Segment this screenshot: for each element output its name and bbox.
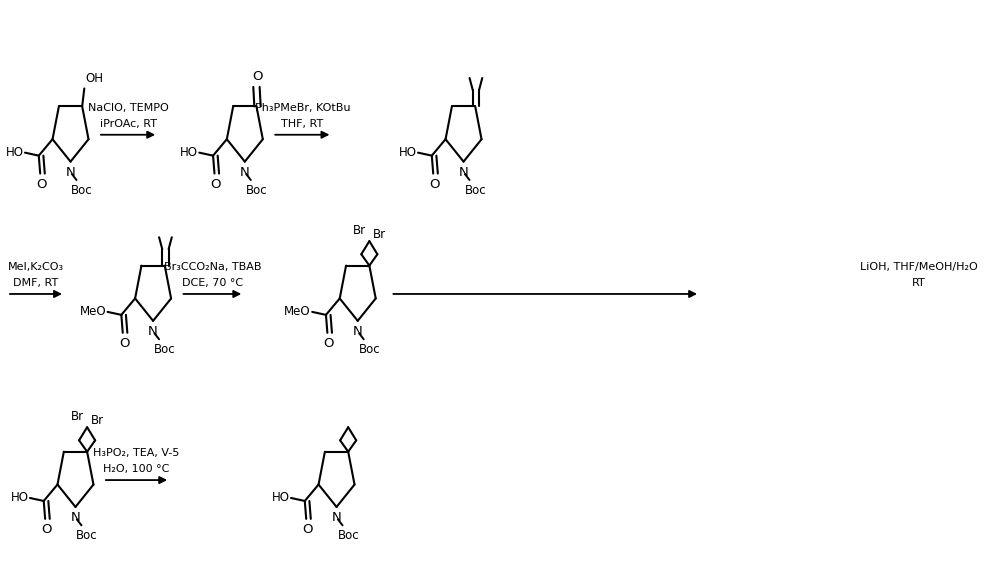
Text: N: N <box>459 165 468 179</box>
Text: Br: Br <box>373 228 386 241</box>
Text: MeI,K₂CO₃: MeI,K₂CO₃ <box>8 262 64 272</box>
Text: MeO: MeO <box>284 305 311 319</box>
Text: N: N <box>353 325 363 338</box>
Text: O: O <box>324 337 334 350</box>
Text: Ph₃PMeBr, KOtBu: Ph₃PMeBr, KOtBu <box>255 103 350 113</box>
Text: RT: RT <box>912 278 926 288</box>
Text: Boc: Boc <box>71 184 93 197</box>
Text: DCE, 70 °C: DCE, 70 °C <box>182 278 243 288</box>
Text: Boc: Boc <box>359 343 380 356</box>
Text: Br: Br <box>70 410 84 423</box>
Text: O: O <box>302 523 313 536</box>
Text: THF, RT: THF, RT <box>281 119 323 129</box>
Text: N: N <box>148 325 158 338</box>
Text: H₂O, 100 °C: H₂O, 100 °C <box>103 464 170 474</box>
Text: O: O <box>252 70 263 83</box>
Text: Boc: Boc <box>337 529 359 543</box>
Text: Br₃CCO₂Na, TBAB: Br₃CCO₂Na, TBAB <box>164 262 261 272</box>
Text: O: O <box>211 177 221 191</box>
Text: HO: HO <box>180 146 198 159</box>
Text: O: O <box>429 177 440 191</box>
Text: O: O <box>119 337 129 350</box>
Text: MeO: MeO <box>80 305 106 319</box>
Text: Boc: Boc <box>464 184 486 197</box>
Text: Boc: Boc <box>246 184 267 197</box>
Text: iPrOAc, RT: iPrOAc, RT <box>100 119 157 129</box>
Text: H₃PO₂, TEA, V-5: H₃PO₂, TEA, V-5 <box>93 448 180 458</box>
Text: N: N <box>332 511 341 524</box>
Text: N: N <box>240 165 250 179</box>
Text: Br: Br <box>91 414 104 427</box>
Text: O: O <box>36 177 47 191</box>
Text: Boc: Boc <box>154 343 176 356</box>
Text: N: N <box>71 511 80 524</box>
Text: O: O <box>41 523 52 536</box>
Text: Br: Br <box>353 224 366 237</box>
Text: NaClO, TEMPO: NaClO, TEMPO <box>88 103 168 113</box>
Text: DMF, RT: DMF, RT <box>13 278 59 288</box>
Text: HO: HO <box>399 146 417 159</box>
Text: N: N <box>66 165 75 179</box>
Text: HO: HO <box>6 146 24 159</box>
Text: HO: HO <box>11 491 29 505</box>
Text: HO: HO <box>272 491 290 505</box>
Text: LiOH, THF/MeOH/H₂O: LiOH, THF/MeOH/H₂O <box>860 262 978 272</box>
Text: OH: OH <box>86 73 104 85</box>
Text: Boc: Boc <box>76 529 98 543</box>
